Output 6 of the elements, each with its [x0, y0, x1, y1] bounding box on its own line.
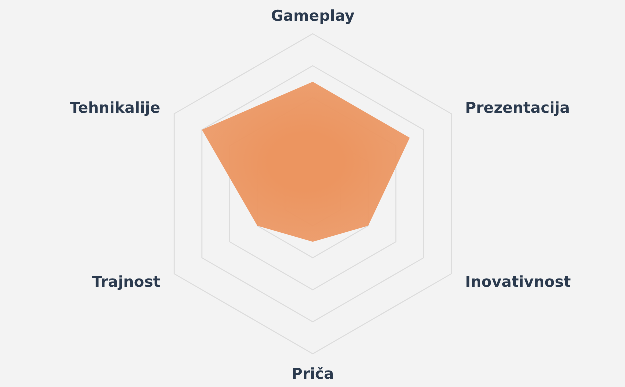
- spoke-label: Priča: [292, 365, 334, 383]
- spoke-label: Tehnikalije: [70, 99, 161, 117]
- spoke-label: Prezentacija: [465, 99, 570, 117]
- spoke-label: Trajnost: [92, 273, 161, 291]
- spoke-label: Inovativnost: [465, 273, 572, 291]
- spoke-label: Gameplay: [271, 7, 355, 25]
